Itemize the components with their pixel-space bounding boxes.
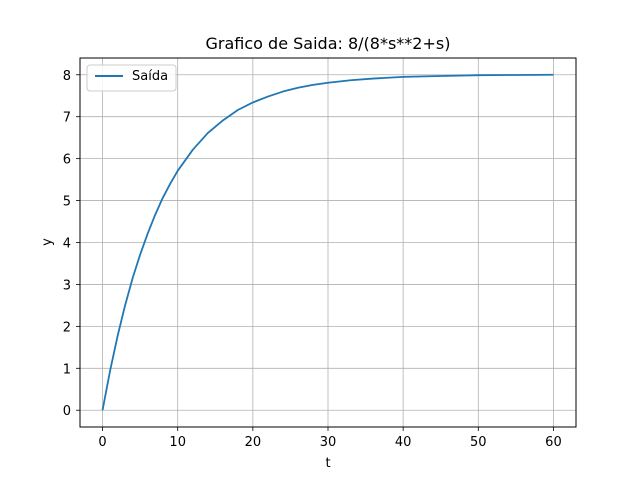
x-tick-label: 0 <box>98 435 106 450</box>
grid <box>80 58 576 427</box>
series-line <box>101 73 554 411</box>
y-tick-label: 4 <box>63 237 71 252</box>
y-tick-label: 1 <box>63 362 71 377</box>
y-tick-label: 0 <box>63 404 71 419</box>
x-tick-label: 10 <box>169 435 186 450</box>
y-tick-label: 5 <box>63 195 71 210</box>
y-tick-label: 7 <box>63 111 71 126</box>
y-tick-label: 8 <box>63 69 71 84</box>
chart-title: Grafico de Saida: 8/(8*s**2+s) <box>206 34 451 53</box>
y-tick-label: 3 <box>63 278 71 293</box>
axis-ticks: 0 10 20 30 40 50 60 0 1 2 3 4 5 6 7 8 <box>63 69 562 450</box>
x-tick-label: 30 <box>320 435 337 450</box>
legend-label: Saída <box>132 69 168 84</box>
y-axis-label: y <box>40 238 55 246</box>
y-tick-label: 2 <box>63 320 71 335</box>
x-tick-label: 50 <box>470 435 487 450</box>
legend: Saída <box>86 64 177 92</box>
x-tick-label: 60 <box>545 435 562 450</box>
series-layer <box>101 73 554 411</box>
x-tick-label: 20 <box>245 435 262 450</box>
x-axis-label: t <box>325 456 330 471</box>
x-tick-label: 40 <box>395 435 412 450</box>
legend-box <box>86 64 177 92</box>
y-tick-label: 6 <box>63 153 71 168</box>
